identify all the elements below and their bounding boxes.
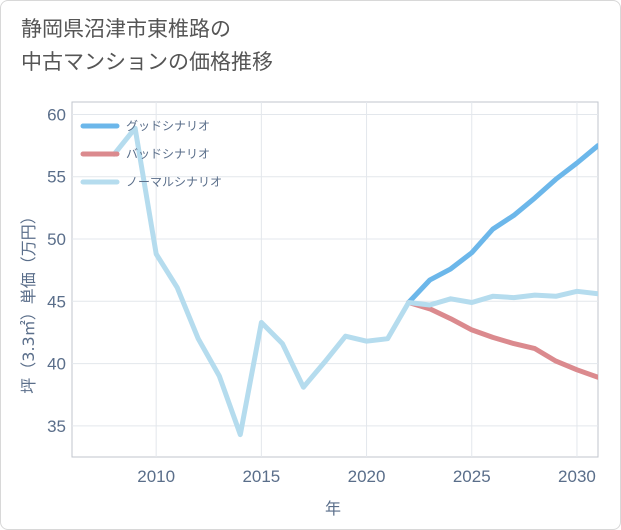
series-line-1 <box>406 300 598 380</box>
series-line-0 <box>406 143 598 305</box>
x-tick-2025: 2025 <box>453 467 491 486</box>
y-tick-50: 50 <box>47 230 66 249</box>
x-tick-2010: 2010 <box>137 467 175 486</box>
chart-title: 静岡県沼津市東椎路の 中古マンションの価格推移 <box>21 13 273 79</box>
y-tick-labels: 35 40 45 50 55 60 <box>47 105 66 435</box>
x-tick-labels: 2010 2015 2020 2025 2030 <box>137 467 596 486</box>
series-line-2 <box>111 125 598 438</box>
y-tick-55: 55 <box>47 168 66 187</box>
title-line-2: 中古マンションの価格推移 <box>21 50 273 74</box>
x-axis-label: 年 <box>325 499 341 518</box>
y-tick-60: 60 <box>47 105 66 124</box>
x-tick-2020: 2020 <box>348 467 386 486</box>
x-tick-2030: 2030 <box>558 467 596 486</box>
x-tick-2015: 2015 <box>242 467 280 486</box>
legend-label-1: バッドシナリオ <box>126 147 210 161</box>
legend-label-2: ノーマルシナリオ <box>126 175 222 189</box>
series-lines <box>111 125 598 438</box>
y-tick-40: 40 <box>47 355 66 374</box>
y-axis-label: 坪（3.3㎡）単価（万円） <box>19 208 38 393</box>
y-tick-35: 35 <box>47 417 66 436</box>
legend-label-0: グッドシナリオ <box>126 119 210 133</box>
gridlines <box>72 102 598 457</box>
plot-area <box>71 101 599 458</box>
y-tick-45: 45 <box>47 292 66 311</box>
title-line-1: 静岡県沼津市東椎路の <box>21 17 231 41</box>
